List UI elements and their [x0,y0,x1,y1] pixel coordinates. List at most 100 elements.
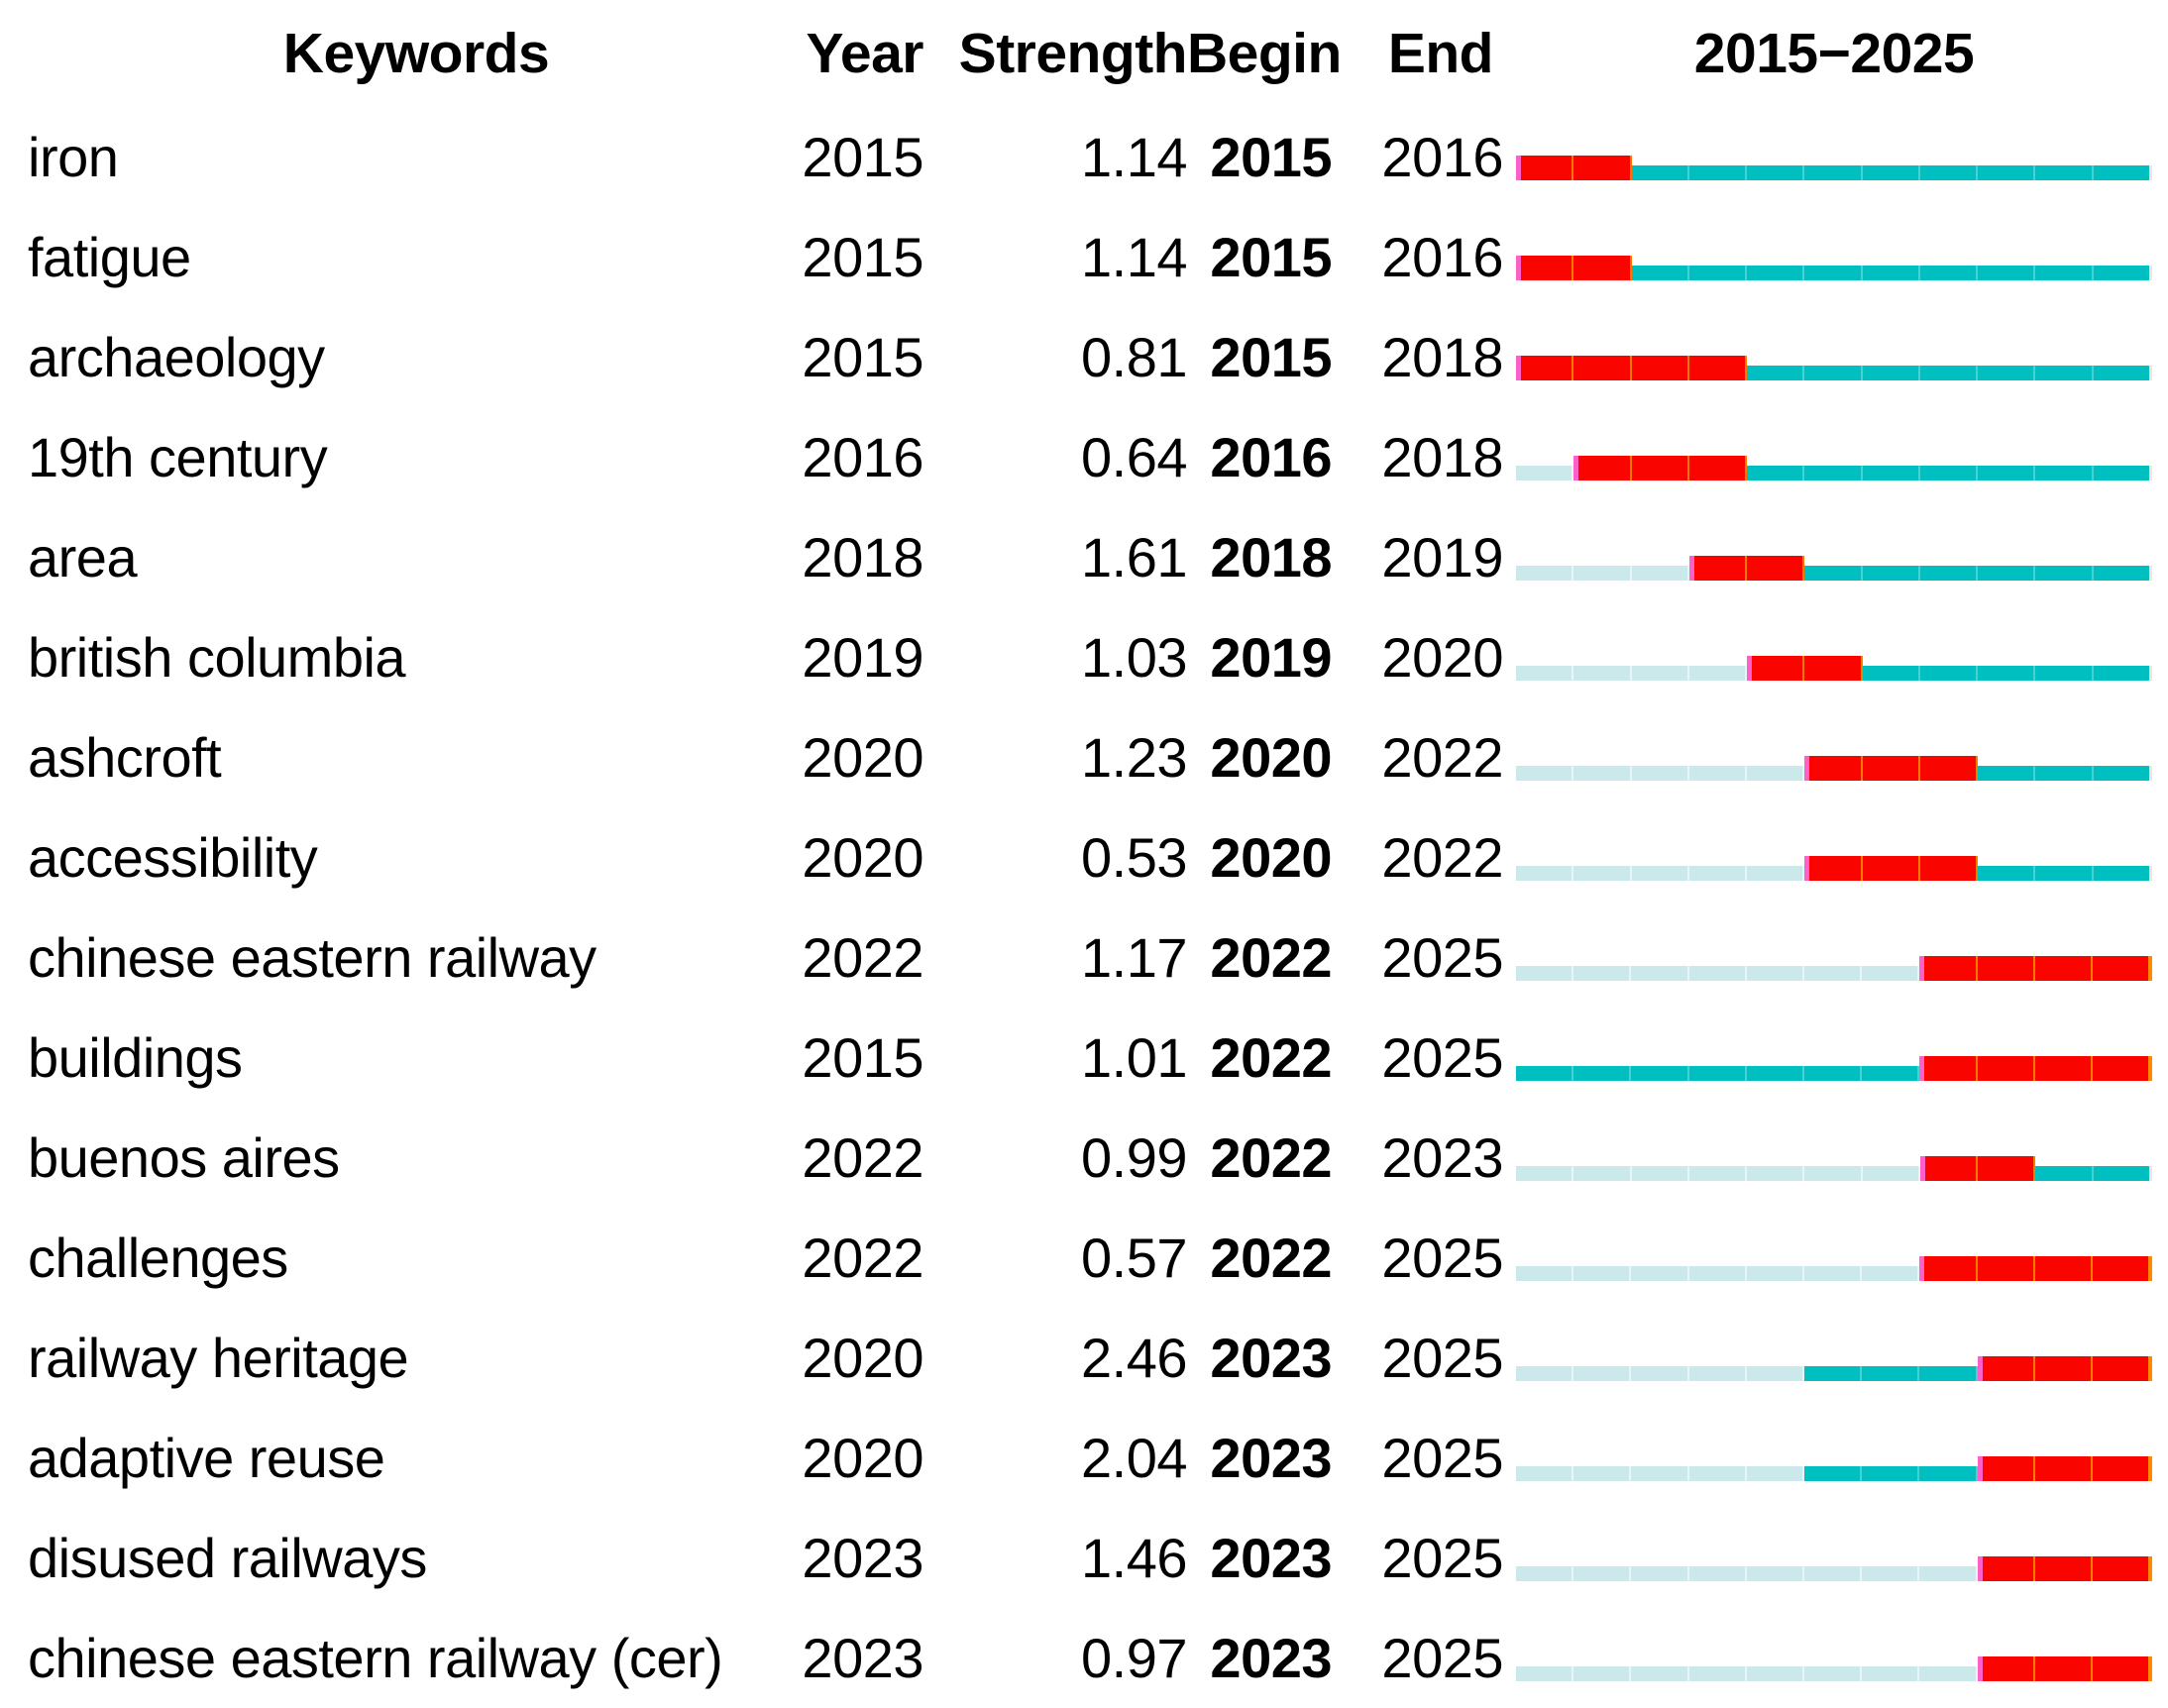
timeline-segment-active [2035,765,2094,781]
table-row: railway heritage 2020 2.46 2023 2025 [0,1308,2168,1408]
timeline-segment-pre [1631,1265,1689,1281]
timeline-segment-pre [1516,1165,1574,1181]
timeline-bar [1516,855,2152,881]
timeline-bar-cell [1516,645,2152,681]
header-keywords: Keywords [282,22,550,85]
strength-cell: 1.46 [1081,1527,1188,1589]
timeline-segment-pre [1573,965,1632,981]
timeline-segment-burst [1919,955,1978,981]
table-row: disused railways 2023 1.46 2023 2025 [0,1508,2168,1608]
timeline-segment-burst [1804,855,1863,881]
timeline-segment-active [2035,565,2094,581]
timeline-segment-burst [1516,155,1574,180]
timeline-bar-cell [1516,845,2152,881]
timeline-segment-active [1747,164,1805,180]
timeline-segment-active [2093,765,2152,781]
keyword-cell: area [28,526,138,588]
timeline-segment-active [1978,565,2036,581]
timeline-segment-active [1804,164,1863,180]
timeline-segment-burst [2092,1555,2153,1581]
timeline-segment-active [1862,365,1920,380]
timeline-segment-pre [1573,765,1632,781]
begin-cell: 2020 [1210,726,1332,789]
keyword-cell: disused railways [28,1527,427,1589]
keyword-cell: iron [28,126,119,188]
timeline-bar [1516,1155,2152,1181]
timeline-segment-pre [1688,1465,1747,1481]
timeline-segment-active [1746,1065,1804,1081]
timeline-segment-burst [1688,355,1748,380]
end-cell: 2025 [1381,1627,1503,1689]
timeline-segment-burst [1688,455,1748,480]
timeline-segment-burst [1573,355,1632,380]
end-cell: 2025 [1381,1327,1503,1389]
header-strength: Strength [958,22,1188,85]
timeline-segment-burst [1631,455,1689,480]
begin-cell: 2015 [1210,126,1332,188]
timeline-segment-burst [2034,1055,2093,1081]
timeline-segment-pre [1919,1665,1978,1681]
header-timeline-range: 2015−2025 [1693,22,1975,85]
timeline-segment-pre [1516,765,1574,781]
timeline-bar [1516,1655,2153,1681]
timeline-segment-pre [1573,1365,1632,1381]
timeline-segment-active [2035,865,2094,881]
begin-cell: 2023 [1210,1627,1332,1689]
timeline-segment-active [1747,265,1805,280]
year-cell: 2015 [802,126,923,188]
timeline-segment-active [1919,465,1979,480]
timeline-segment-burst [1919,1255,1978,1281]
timeline-segment-burst [1978,1155,2036,1181]
timeline-segment-active [1803,1365,1863,1381]
timeline-segment-active [1919,164,1979,180]
timeline-segment-active [1978,365,2036,380]
timeline-segment-burst [2092,1355,2153,1381]
timeline-segment-active [1919,365,1979,380]
timeline-segment-active [2035,164,2094,180]
table-row: area 2018 1.61 2018 2019 [0,507,2168,607]
begin-cell: 2020 [1210,826,1332,889]
keyword-cell: railway heritage [28,1327,409,1389]
timeline-segment-pre [1862,1165,1920,1181]
timeline-segment-pre [1688,1365,1747,1381]
timeline-segment-pre [1688,765,1748,781]
keyword-cell: british columbia [28,626,406,689]
year-cell: 2015 [802,226,923,288]
timeline-bar-cell [1516,745,2152,781]
strength-cell: 1.14 [1081,126,1188,188]
strength-cell: 0.57 [1081,1227,1188,1289]
timeline-segment-pre [1573,1565,1632,1581]
table-row: chinese eastern railway (cer) 2023 0.97 202… [0,1608,2168,1708]
timeline-segment-pre [1516,1465,1574,1481]
timeline-segment-active [2035,365,2094,380]
strength-cell: 1.14 [1081,226,1188,288]
timeline-segment-active [1804,265,1863,280]
timeline-segment-active [1862,265,1920,280]
timeline-segment-pre [1631,1465,1689,1481]
timeline-segment-active [1804,465,1863,480]
end-cell: 2025 [1381,1427,1503,1489]
timeline-bar [1516,255,2152,280]
timeline-segment-active [2093,365,2152,380]
timeline-segment-burst [2034,1355,2093,1381]
year-cell: 2023 [802,1627,923,1689]
table-row: 19th century 2016 0.64 2016 2018 [0,407,2168,507]
begin-cell: 2023 [1210,1427,1332,1489]
year-cell: 2020 [802,726,923,789]
timeline-segment-pre [1803,965,1863,981]
timeline-segment-active [1516,1065,1574,1081]
timeline-segment-pre [1688,665,1748,681]
timeline-segment-burst [1919,755,1979,781]
timeline-segment-pre [1573,1465,1632,1481]
timeline-segment-active [1862,1065,1920,1081]
strength-cell: 2.46 [1081,1327,1188,1389]
timeline-segment-pre [1862,1265,1920,1281]
timeline-segment-pre [1803,1265,1863,1281]
year-cell: 2016 [802,426,923,488]
strength-cell: 0.53 [1081,826,1188,889]
timeline-segment-burst [2092,1055,2153,1081]
timeline-segment-pre [1631,965,1689,981]
end-cell: 2025 [1381,1227,1503,1289]
timeline-bar [1516,455,2152,480]
timeline-bar-cell [1516,545,2152,581]
